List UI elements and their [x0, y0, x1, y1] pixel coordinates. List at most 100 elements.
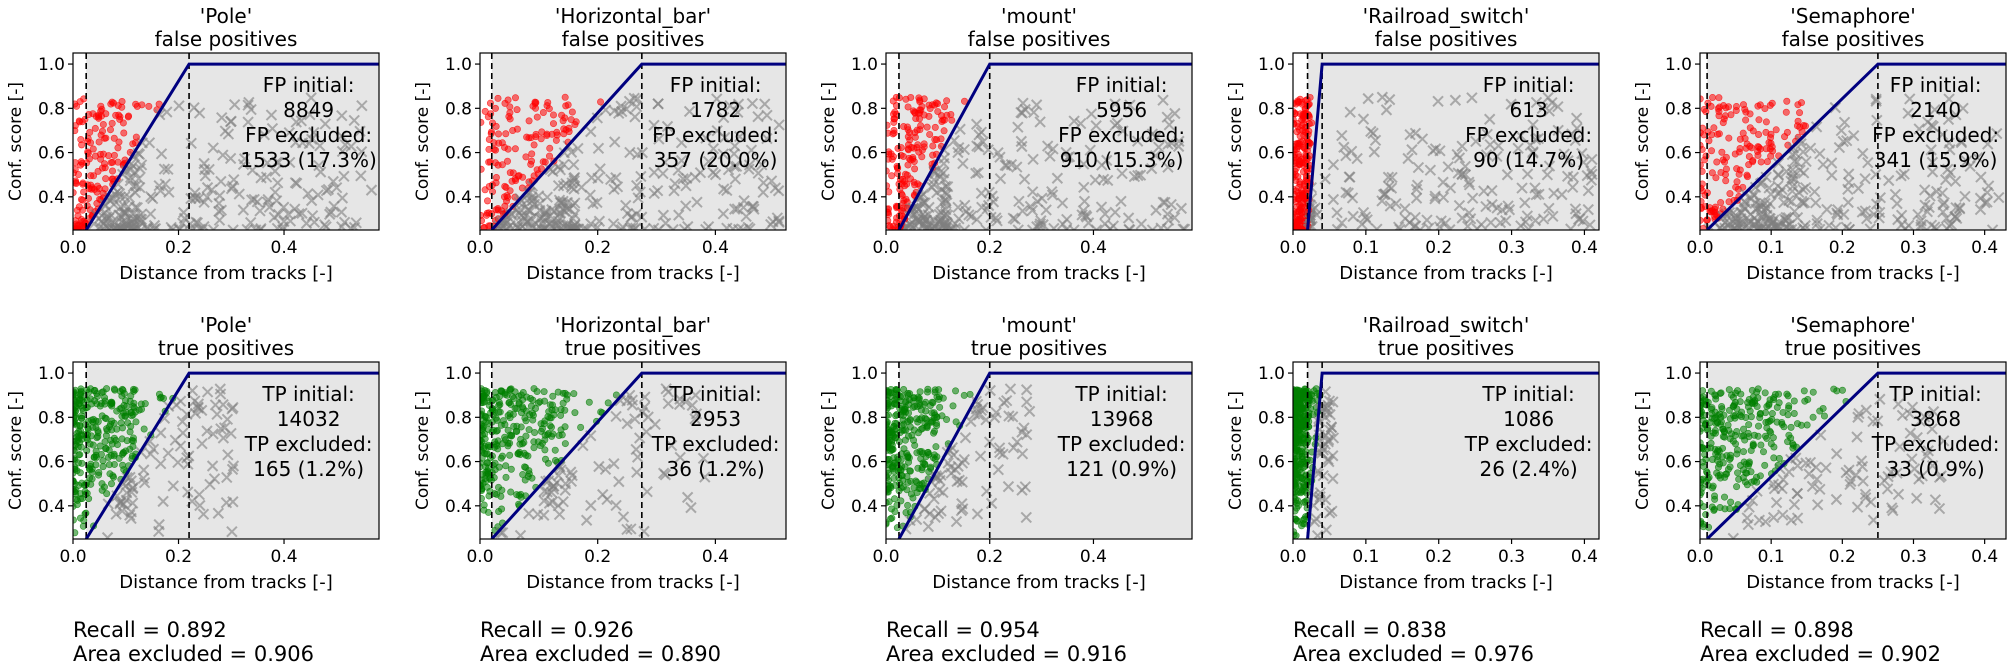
kept-detection-point — [1716, 103, 1724, 111]
excluded-detection-point — [144, 435, 156, 448]
excluded-detection-point — [246, 164, 259, 176]
excluded-detection-point — [1853, 407, 1865, 420]
y-tick-label: 0.4 — [851, 188, 878, 208]
kept-detection-point — [886, 217, 892, 225]
excluded-detection-point — [99, 198, 111, 211]
excluded-detection-point — [672, 164, 684, 176]
excluded-detection-point — [336, 109, 348, 122]
excluded-detection-point — [1953, 202, 1966, 214]
kept-detection-point — [1298, 448, 1306, 456]
excluded-detection-point — [177, 206, 190, 219]
kept-detection-point — [118, 435, 126, 443]
excluded-detection-point — [1933, 502, 1946, 515]
kept-detection-point — [510, 394, 518, 402]
excluded-detection-point — [617, 511, 630, 523]
kept-detection-point — [1707, 102, 1715, 110]
excluded-detection-point — [1399, 203, 1411, 215]
axes-frame — [72, 52, 380, 231]
kept-detection-point — [137, 400, 145, 408]
excluded-detection-point — [941, 180, 954, 193]
excluded-detection-point — [225, 115, 237, 127]
excluded-detection-point — [248, 193, 260, 206]
excluded-detection-point — [217, 432, 230, 444]
kept-detection-point — [1293, 532, 1300, 539]
excluded-detection-point — [1512, 142, 1524, 155]
excluded-detection-point — [1041, 140, 1054, 152]
kept-detection-point — [140, 425, 148, 433]
kept-detection-point — [886, 399, 893, 407]
kept-detection-point — [117, 419, 125, 427]
excluded-detection-point — [1791, 211, 1804, 224]
excluded-detection-point — [215, 175, 227, 188]
excluded-detection-point — [1567, 171, 1580, 183]
y-tick-label: 0.8 — [1258, 99, 1285, 119]
excluded-detection-point — [728, 203, 741, 215]
excluded-detection-point — [580, 514, 593, 526]
x-tick-label: 0.3 — [1498, 547, 1525, 567]
excluded-detection-point — [630, 208, 643, 220]
excluded-detection-point — [572, 142, 584, 155]
kept-detection-point — [520, 449, 528, 457]
excluded-detection-point — [336, 192, 349, 204]
excluded-detection-point — [182, 486, 194, 498]
panel-annotation-line: FP initial: — [263, 73, 355, 97]
kept-detection-point — [1295, 458, 1303, 466]
excluded-detection-point — [1811, 214, 1823, 226]
kept-detection-point — [480, 446, 485, 454]
kept-detection-point — [1796, 109, 1804, 117]
excluded-detection-point — [1843, 464, 1855, 476]
excluded-detection-point — [1172, 140, 1185, 153]
excluded-detection-point — [1386, 171, 1398, 184]
kept-detection-point — [491, 104, 499, 112]
y-tick-label: 0.4 — [38, 188, 65, 208]
x-tick-label: 0.2 — [584, 547, 611, 567]
kept-detection-point — [943, 97, 951, 105]
excluded-detection-point — [952, 146, 964, 159]
excluded-detection-point — [1356, 218, 1368, 230]
kept-detection-point — [494, 130, 502, 138]
excluded-detection-point — [552, 179, 565, 192]
panel-title-kind: true positives — [1785, 336, 1921, 360]
kept-detection-point — [541, 158, 549, 166]
excluded-detection-point — [194, 499, 206, 512]
excluded-detection-point — [952, 201, 964, 214]
kept-detection-point — [1739, 129, 1747, 137]
excluded-detection-point — [585, 499, 597, 512]
kept-detection-point — [1713, 158, 1721, 166]
excluded-detection-point — [1898, 168, 1910, 180]
kept-detection-point — [530, 438, 538, 446]
kept-detection-point — [1733, 178, 1741, 186]
excluded-detection-point — [283, 126, 296, 139]
kept-detection-point — [886, 223, 894, 230]
excluded-detection-point — [1852, 182, 1865, 195]
excluded-detection-point — [728, 160, 741, 173]
excluded-detection-point — [1501, 169, 1514, 181]
excluded-detection-point — [721, 222, 733, 230]
kept-detection-point — [1755, 116, 1763, 124]
recall-text: Recall = 0.898 — [1700, 618, 1854, 642]
excluded-detection-point — [1974, 203, 1987, 216]
excluded-detection-point — [120, 494, 133, 506]
kept-detection-point — [936, 403, 944, 411]
kept-detection-point — [75, 396, 83, 404]
excluded-detection-point — [1929, 494, 1942, 506]
kept-detection-point — [484, 465, 492, 473]
y-axis-label: Conf. score [-] — [6, 391, 26, 510]
excluded-detection-point — [1109, 206, 1121, 218]
excluded-detection-point — [1322, 399, 1334, 412]
excluded-detection-point — [565, 466, 577, 478]
excluded-detection-point — [1351, 152, 1363, 165]
excluded-detection-point — [1033, 220, 1046, 230]
kept-detection-point — [1755, 130, 1763, 138]
kept-detection-point — [1720, 411, 1728, 419]
kept-detection-point — [495, 139, 503, 147]
kept-detection-point — [484, 113, 492, 121]
excluded-detection-point — [653, 133, 665, 145]
y-tick-label: 1.0 — [1665, 55, 1692, 75]
excluded-detection-point — [1806, 480, 1819, 493]
kept-detection-point — [1719, 425, 1727, 433]
kept-detection-point — [1700, 489, 1705, 497]
excluded-detection-point — [1015, 106, 1027, 119]
panel-annotation-line: 90 (14.7%) — [1473, 148, 1584, 172]
